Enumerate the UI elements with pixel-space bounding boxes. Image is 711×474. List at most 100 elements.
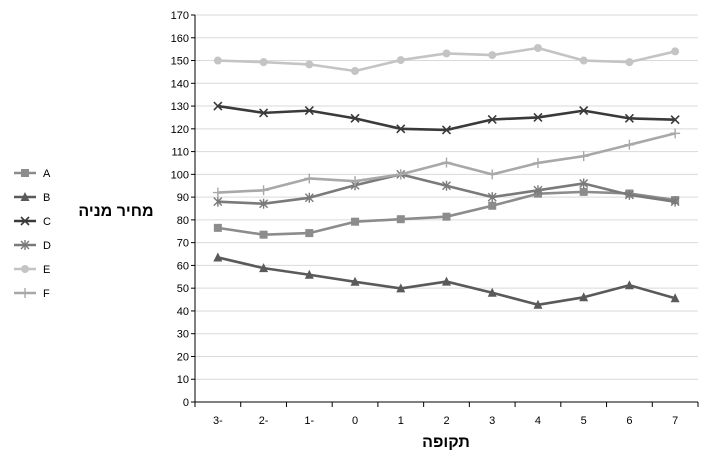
series-F <box>212 128 681 198</box>
data-point <box>532 157 543 168</box>
data-point <box>213 223 222 232</box>
data-point <box>533 185 543 196</box>
legend-item-F: F <box>14 288 50 300</box>
data-point <box>488 51 497 60</box>
data-point <box>396 215 405 224</box>
y-tick-label: 120 <box>171 124 189 136</box>
y-tick-label: 130 <box>171 101 189 113</box>
data-point <box>487 114 497 125</box>
data-point <box>258 185 269 196</box>
legend-marker <box>21 265 29 273</box>
data-point <box>213 196 223 207</box>
data-point <box>441 157 452 168</box>
data-point <box>350 113 360 123</box>
x-axis-title: תקופה <box>422 434 470 451</box>
y-tick-label: 10 <box>177 374 189 386</box>
data-point <box>305 229 314 238</box>
legend-item-D: D <box>14 240 51 252</box>
data-point <box>670 196 680 207</box>
y-tick-label: 90 <box>177 192 189 204</box>
data-point <box>259 263 269 273</box>
y-tick-label: 40 <box>177 306 189 318</box>
series-D <box>213 169 680 209</box>
data-point <box>442 276 451 286</box>
y-axis-title: מחיר מניה <box>78 203 153 220</box>
data-point <box>670 293 680 303</box>
data-point <box>624 280 634 290</box>
data-point <box>579 187 588 196</box>
data-point <box>441 125 452 135</box>
x-tick-label: 4 <box>535 415 541 427</box>
data-point <box>304 192 314 203</box>
data-point <box>487 169 498 180</box>
legend-marker <box>20 192 30 201</box>
data-point <box>625 58 634 67</box>
data-point <box>213 252 223 262</box>
data-point <box>212 187 223 198</box>
data-point <box>442 212 451 221</box>
x-tick-label: 6 <box>626 415 632 427</box>
data-point <box>213 56 222 65</box>
data-point <box>579 178 589 189</box>
y-tick-label: 170 <box>171 10 189 22</box>
series-C <box>213 101 680 135</box>
data-point <box>487 192 497 203</box>
x-tick-label: 3- <box>213 415 223 427</box>
legend-item-C: C <box>14 216 51 228</box>
data-point <box>396 124 406 134</box>
legend-label: D <box>43 240 51 252</box>
data-point <box>624 139 635 150</box>
axes: 0102030405060708090100110120130140150160… <box>171 10 699 427</box>
data-point <box>396 56 405 65</box>
data-point <box>624 113 634 123</box>
y-tick-label: 160 <box>171 33 189 45</box>
y-tick-label: 80 <box>177 215 189 227</box>
legend-label: E <box>43 264 50 276</box>
data-point <box>304 173 315 184</box>
data-point <box>259 198 269 209</box>
legend-marker <box>20 216 30 226</box>
series-E <box>213 44 680 76</box>
y-tick-label: 50 <box>177 283 189 295</box>
data-point <box>533 112 543 123</box>
data-point <box>213 101 223 111</box>
data-point <box>533 299 543 309</box>
data-point <box>670 115 680 125</box>
data-point <box>259 230 268 239</box>
x-tick-label: 3 <box>489 415 495 427</box>
y-tick-label: 110 <box>171 147 189 159</box>
data-point <box>488 201 497 210</box>
data-point <box>579 106 589 116</box>
plot-series <box>212 44 681 309</box>
legend-item-B: B <box>14 192 50 204</box>
data-point <box>305 60 314 69</box>
legend-item-E: E <box>14 264 50 276</box>
data-point <box>351 217 360 226</box>
data-point <box>624 189 634 200</box>
data-point <box>487 287 497 297</box>
legend-label: C <box>43 216 51 228</box>
data-point <box>395 169 406 180</box>
legend-label: A <box>43 168 51 180</box>
y-tick-label: 70 <box>177 238 189 250</box>
data-point <box>304 106 314 116</box>
data-point <box>350 176 361 187</box>
data-point <box>259 108 269 118</box>
series-B <box>213 252 680 309</box>
data-point <box>304 269 314 279</box>
y-tick-label: 60 <box>177 260 189 272</box>
x-tick-label: 2- <box>259 415 269 427</box>
y-tick-label: 30 <box>177 329 189 341</box>
y-tick-label: 20 <box>177 351 189 363</box>
x-tick-label: 1 <box>398 415 404 427</box>
data-point <box>350 276 360 286</box>
legend-marker <box>20 288 30 298</box>
data-point <box>533 44 542 53</box>
x-tick-label: 2 <box>443 415 449 427</box>
data-point <box>442 49 451 58</box>
data-point <box>670 128 681 139</box>
data-point <box>671 47 680 56</box>
